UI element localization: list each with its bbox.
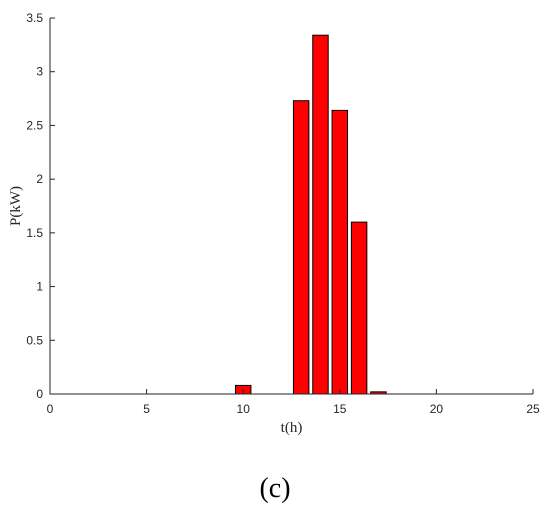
bars-group	[234, 34, 387, 395]
y-tick-label: 1	[36, 280, 43, 294]
bar-t15	[331, 109, 349, 395]
y-tick-label: 3	[36, 65, 43, 79]
x-tick-label: 10	[237, 402, 251, 416]
y-tick-label: 2.5	[26, 118, 43, 132]
y-ticks: 0 0.5 1 1.5 2 2.5 3 3.5	[26, 11, 55, 401]
y-tick-label: 0.5	[26, 333, 43, 347]
x-tick-label: 25	[526, 402, 540, 416]
x-tick-label: 20	[430, 402, 444, 416]
bar-t16	[350, 221, 368, 395]
y-axis-label: P(kW)	[8, 186, 24, 226]
y-tick-label: 0	[36, 387, 43, 401]
x-tick-label: 0	[47, 402, 54, 416]
y-tick-label: 1.5	[26, 226, 43, 240]
panel-label: (c)	[259, 473, 290, 504]
y-tick-label: 2	[36, 172, 43, 186]
bar-t13	[292, 100, 310, 395]
bar-t14	[312, 34, 329, 395]
x-ticks: 0 5 10 15 20 25	[47, 389, 540, 416]
x-axis-label: t(h)	[281, 420, 303, 436]
axes-frame	[49, 18, 533, 395]
x-tick-label: 15	[333, 402, 347, 416]
x-tick-label: 5	[143, 402, 150, 416]
y-tick-label: 3.5	[26, 11, 43, 25]
